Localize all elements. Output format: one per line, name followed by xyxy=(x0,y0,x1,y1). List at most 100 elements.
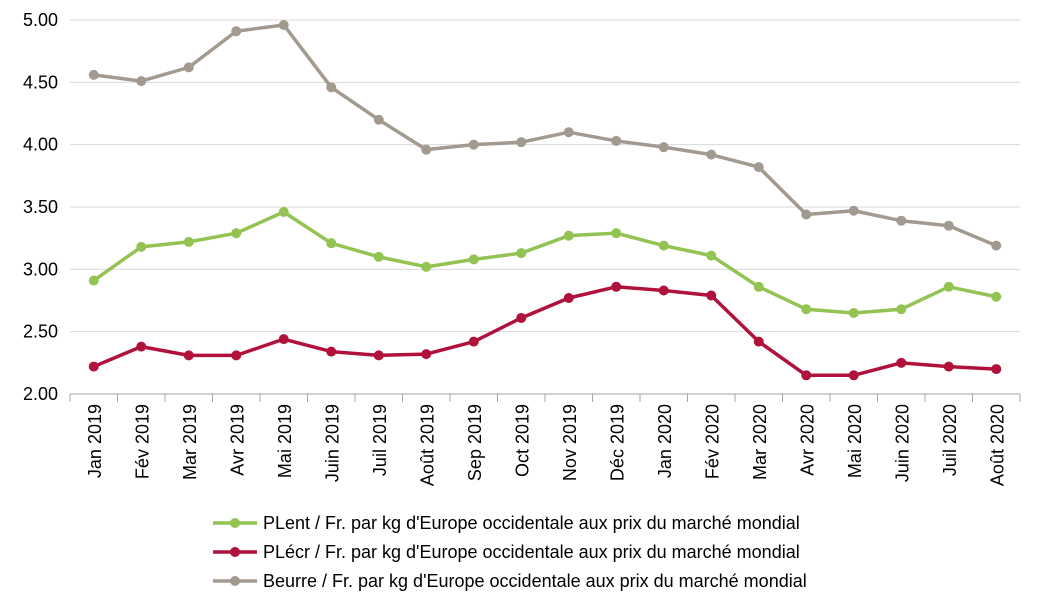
data-point xyxy=(801,370,812,381)
data-point xyxy=(88,361,99,372)
data-point xyxy=(801,304,812,315)
x-tick-label: Mai 2019 xyxy=(275,404,295,478)
data-point xyxy=(848,370,859,381)
x-tick-label: Fév 2020 xyxy=(702,404,722,479)
y-tick-label: 2.50 xyxy=(23,322,58,342)
data-point xyxy=(183,62,194,73)
x-tick-label: Juin 2020 xyxy=(892,404,912,482)
data-point xyxy=(136,241,147,252)
data-point xyxy=(136,341,147,352)
data-point xyxy=(421,144,432,155)
data-point xyxy=(943,361,954,372)
data-point xyxy=(991,291,1002,302)
data-point xyxy=(896,215,907,226)
x-tick-label: Mar 2020 xyxy=(750,404,770,480)
x-tick-label: Août 2020 xyxy=(987,404,1007,486)
data-point xyxy=(421,349,432,360)
data-point xyxy=(183,236,194,247)
data-point xyxy=(468,139,479,150)
x-tick-label: Mai 2020 xyxy=(845,404,865,478)
legend-swatch-marker xyxy=(230,518,240,528)
x-tick-label: Avr 2019 xyxy=(227,404,247,476)
data-point xyxy=(516,312,527,323)
x-tick-label: Juil 2020 xyxy=(940,404,960,476)
data-point xyxy=(516,248,527,259)
data-point xyxy=(231,228,242,239)
data-point xyxy=(753,162,764,173)
series-line xyxy=(92,285,998,378)
x-tick-label: Jan 2020 xyxy=(655,404,675,478)
data-point xyxy=(611,281,622,292)
series-1 xyxy=(88,206,1002,318)
data-point xyxy=(801,209,812,220)
series-3 xyxy=(88,19,1002,251)
data-point xyxy=(848,205,859,216)
data-point xyxy=(326,82,337,93)
data-point xyxy=(278,19,289,30)
data-point xyxy=(516,137,527,148)
legend-label: PLécr / Fr. par kg d'Europe occidentale … xyxy=(263,542,800,562)
data-point xyxy=(88,275,99,286)
x-tick-label: Nov 2019 xyxy=(560,404,580,481)
legend: PLent / Fr. par kg d'Europe occidentale … xyxy=(213,513,807,591)
data-point xyxy=(278,206,289,217)
data-point xyxy=(943,281,954,292)
legend-label: Beurre / Fr. par kg d'Europe occidentale… xyxy=(263,571,807,591)
series-line xyxy=(92,23,998,248)
data-point xyxy=(183,350,194,361)
x-axis: Jan 2019 Fév 2019 Mar 2019 Avr 2019 Mai 2019… xyxy=(69,393,1021,486)
x-tick-label: Juil 2019 xyxy=(370,404,390,476)
data-point xyxy=(991,364,1002,375)
x-tick-label: Juin 2019 xyxy=(322,404,342,482)
data-point xyxy=(611,135,622,146)
data-point xyxy=(326,346,337,357)
x-tick-label: Jan 2019 xyxy=(85,404,105,478)
data-point xyxy=(611,228,622,239)
data-point xyxy=(373,350,384,361)
data-point xyxy=(658,285,669,296)
data-point xyxy=(326,238,337,249)
data-point xyxy=(373,114,384,125)
x-tick-label: Oct 2019 xyxy=(512,404,532,477)
data-point xyxy=(848,307,859,318)
data-point xyxy=(706,290,717,301)
data-point xyxy=(468,254,479,265)
legend-item: PLent / Fr. par kg d'Europe occidentale … xyxy=(213,513,800,533)
x-tick-label: Fév 2019 xyxy=(132,404,152,479)
data-point xyxy=(88,69,99,80)
data-point xyxy=(658,142,669,153)
y-tick-label: 5.00 xyxy=(23,10,58,30)
legend-swatch-marker xyxy=(230,576,240,586)
data-point xyxy=(753,281,764,292)
legend-label: PLent / Fr. par kg d'Europe occidentale … xyxy=(263,513,800,533)
x-tick-label: Mar 2019 xyxy=(180,404,200,480)
data-point xyxy=(753,336,764,347)
data-point xyxy=(231,350,242,361)
series-lines xyxy=(88,19,1002,381)
data-point xyxy=(468,336,479,347)
data-point xyxy=(896,304,907,315)
y-tick-label: 2.00 xyxy=(23,384,58,404)
x-tick-label: Avr 2020 xyxy=(797,404,817,476)
data-point xyxy=(563,127,574,138)
data-point xyxy=(991,240,1002,251)
legend-swatch-marker xyxy=(230,547,240,557)
series-line xyxy=(92,210,998,315)
y-tick-label: 4.00 xyxy=(23,135,58,155)
y-tick-label: 3.00 xyxy=(23,259,58,279)
x-tick-label: Sep 2019 xyxy=(465,404,485,481)
y-tick-label: 4.50 xyxy=(23,72,58,92)
data-point xyxy=(136,76,147,87)
data-point xyxy=(373,251,384,262)
data-point xyxy=(706,250,717,261)
y-tick-label: 3.50 xyxy=(23,197,58,217)
data-point xyxy=(278,334,289,345)
y-axis: 2.00 2.50 3.00 3.50 4.00 4.50 5.00 xyxy=(23,10,58,404)
series-2 xyxy=(88,281,1002,381)
x-tick-label: Août 2019 xyxy=(417,404,437,486)
data-point xyxy=(563,230,574,241)
data-point xyxy=(706,149,717,160)
gridlines xyxy=(70,19,1020,333)
data-point xyxy=(563,293,574,304)
